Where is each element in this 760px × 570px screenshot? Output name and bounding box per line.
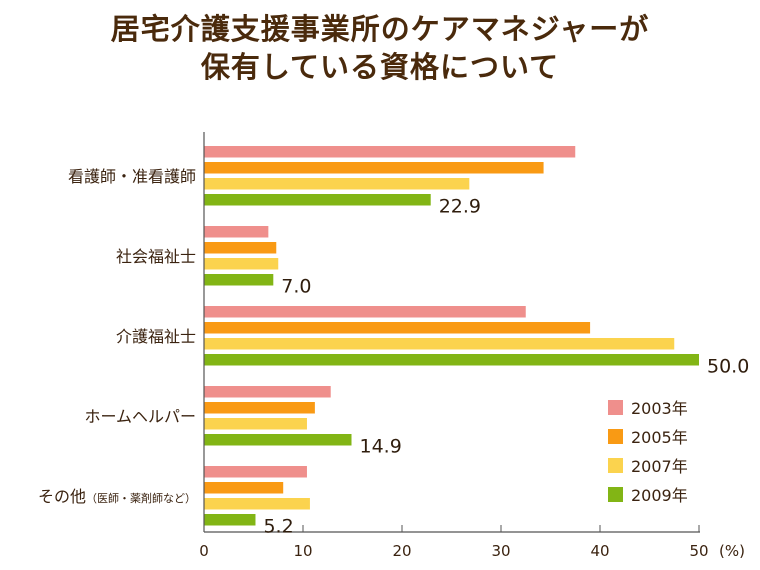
- category-main-5: その他: [38, 487, 86, 506]
- category-note-5: （医師・薬剤師など）: [86, 491, 196, 505]
- legend-swatch-2003年: [608, 400, 623, 415]
- bar-1-2007年: [204, 178, 470, 190]
- chart-title-line-1: 居宅介護支援事業所のケアマネジャーが: [110, 12, 650, 46]
- value-label-4: 14.9: [360, 436, 402, 458]
- legend-swatch-2005年: [608, 429, 623, 444]
- legend-swatch-2009年: [608, 487, 623, 502]
- bar-5-2007年: [204, 498, 310, 510]
- bar-1-2003年: [204, 146, 576, 158]
- bar-2-2009年: [204, 274, 274, 286]
- bar-5-2003年: [204, 466, 307, 478]
- category-main-2: 社会福祉士: [116, 247, 196, 266]
- x-axis-unit: (%): [719, 542, 745, 560]
- bar-4-2009年: [204, 434, 352, 446]
- legend-label-2005年: 2005年: [631, 428, 688, 447]
- x-tick-label-10: 10: [293, 542, 312, 560]
- x-tick-label-50: 50: [689, 542, 708, 560]
- bar-4-2003年: [204, 386, 331, 398]
- bar-5-2009年: [204, 514, 256, 526]
- value-label-5: 5.2: [263, 516, 293, 538]
- bar-3-2007年: [204, 338, 675, 350]
- legend-label-2007年: 2007年: [631, 457, 688, 476]
- category-label-1: 看護師・准看護師: [68, 167, 196, 186]
- bar-1-2009年: [204, 194, 431, 206]
- category-label-2: 社会福祉士: [116, 247, 196, 266]
- bar-5-2005年: [204, 482, 284, 494]
- x-tick-label-0: 0: [199, 542, 209, 560]
- category-label-5: その他（医師・薬剤師など）: [38, 487, 196, 506]
- category-main-4: ホームヘルパー: [84, 407, 196, 426]
- bar-2-2007年: [204, 258, 279, 270]
- category-label-4: ホームヘルパー: [84, 407, 196, 426]
- bar-2-2005年: [204, 242, 277, 254]
- bar-2-2003年: [204, 226, 269, 238]
- category-label-3: 介護福祉士: [116, 327, 196, 346]
- x-tick-label-40: 40: [590, 542, 609, 560]
- x-tick-label-20: 20: [392, 542, 411, 560]
- bar-3-2009年: [204, 354, 699, 366]
- x-tick-label-30: 30: [491, 542, 510, 560]
- legend-label-2003年: 2003年: [631, 399, 688, 418]
- category-main-3: 介護福祉士: [116, 327, 196, 346]
- value-label-3: 50.0: [707, 356, 749, 378]
- bar-3-2005年: [204, 322, 591, 334]
- bar-3-2003年: [204, 306, 526, 318]
- legend-swatch-2007年: [608, 458, 623, 473]
- chart-title-line-2: 保有している資格について: [200, 50, 560, 84]
- bar-4-2007年: [204, 418, 307, 430]
- legend-label-2009年: 2009年: [631, 486, 688, 505]
- bar-4-2005年: [204, 402, 315, 414]
- bar-1-2005年: [204, 162, 544, 174]
- value-label-2: 7.0: [281, 276, 311, 298]
- category-main-1: 看護師・准看護師: [68, 167, 196, 186]
- value-label-1: 22.9: [439, 196, 481, 218]
